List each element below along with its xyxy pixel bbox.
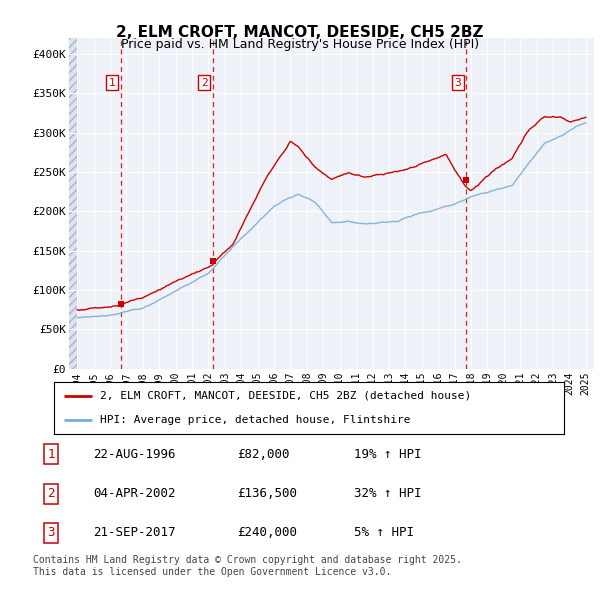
Text: HPI: Average price, detached house, Flintshire: HPI: Average price, detached house, Flin…	[100, 415, 410, 425]
Text: 2: 2	[201, 78, 208, 88]
Text: 19% ↑ HPI: 19% ↑ HPI	[354, 448, 421, 461]
Text: Contains HM Land Registry data © Crown copyright and database right 2025.
This d: Contains HM Land Registry data © Crown c…	[33, 555, 462, 577]
Text: 3: 3	[455, 78, 461, 88]
Text: £240,000: £240,000	[237, 526, 297, 539]
Text: 2, ELM CROFT, MANCOT, DEESIDE, CH5 2BZ: 2, ELM CROFT, MANCOT, DEESIDE, CH5 2BZ	[116, 25, 484, 40]
Text: 04-APR-2002: 04-APR-2002	[93, 487, 176, 500]
Text: £136,500: £136,500	[237, 487, 297, 500]
Text: 1: 1	[47, 448, 55, 461]
Text: 3: 3	[47, 526, 55, 539]
Text: 2: 2	[47, 487, 55, 500]
Text: 5% ↑ HPI: 5% ↑ HPI	[354, 526, 414, 539]
Text: 22-AUG-1996: 22-AUG-1996	[93, 448, 176, 461]
Text: 1: 1	[109, 78, 116, 88]
Text: Price paid vs. HM Land Registry's House Price Index (HPI): Price paid vs. HM Land Registry's House …	[121, 38, 479, 51]
Text: 2, ELM CROFT, MANCOT, DEESIDE, CH5 2BZ (detached house): 2, ELM CROFT, MANCOT, DEESIDE, CH5 2BZ (…	[100, 391, 471, 401]
Text: 32% ↑ HPI: 32% ↑ HPI	[354, 487, 421, 500]
Text: £82,000: £82,000	[237, 448, 290, 461]
Text: 21-SEP-2017: 21-SEP-2017	[93, 526, 176, 539]
Polygon shape	[69, 38, 77, 369]
